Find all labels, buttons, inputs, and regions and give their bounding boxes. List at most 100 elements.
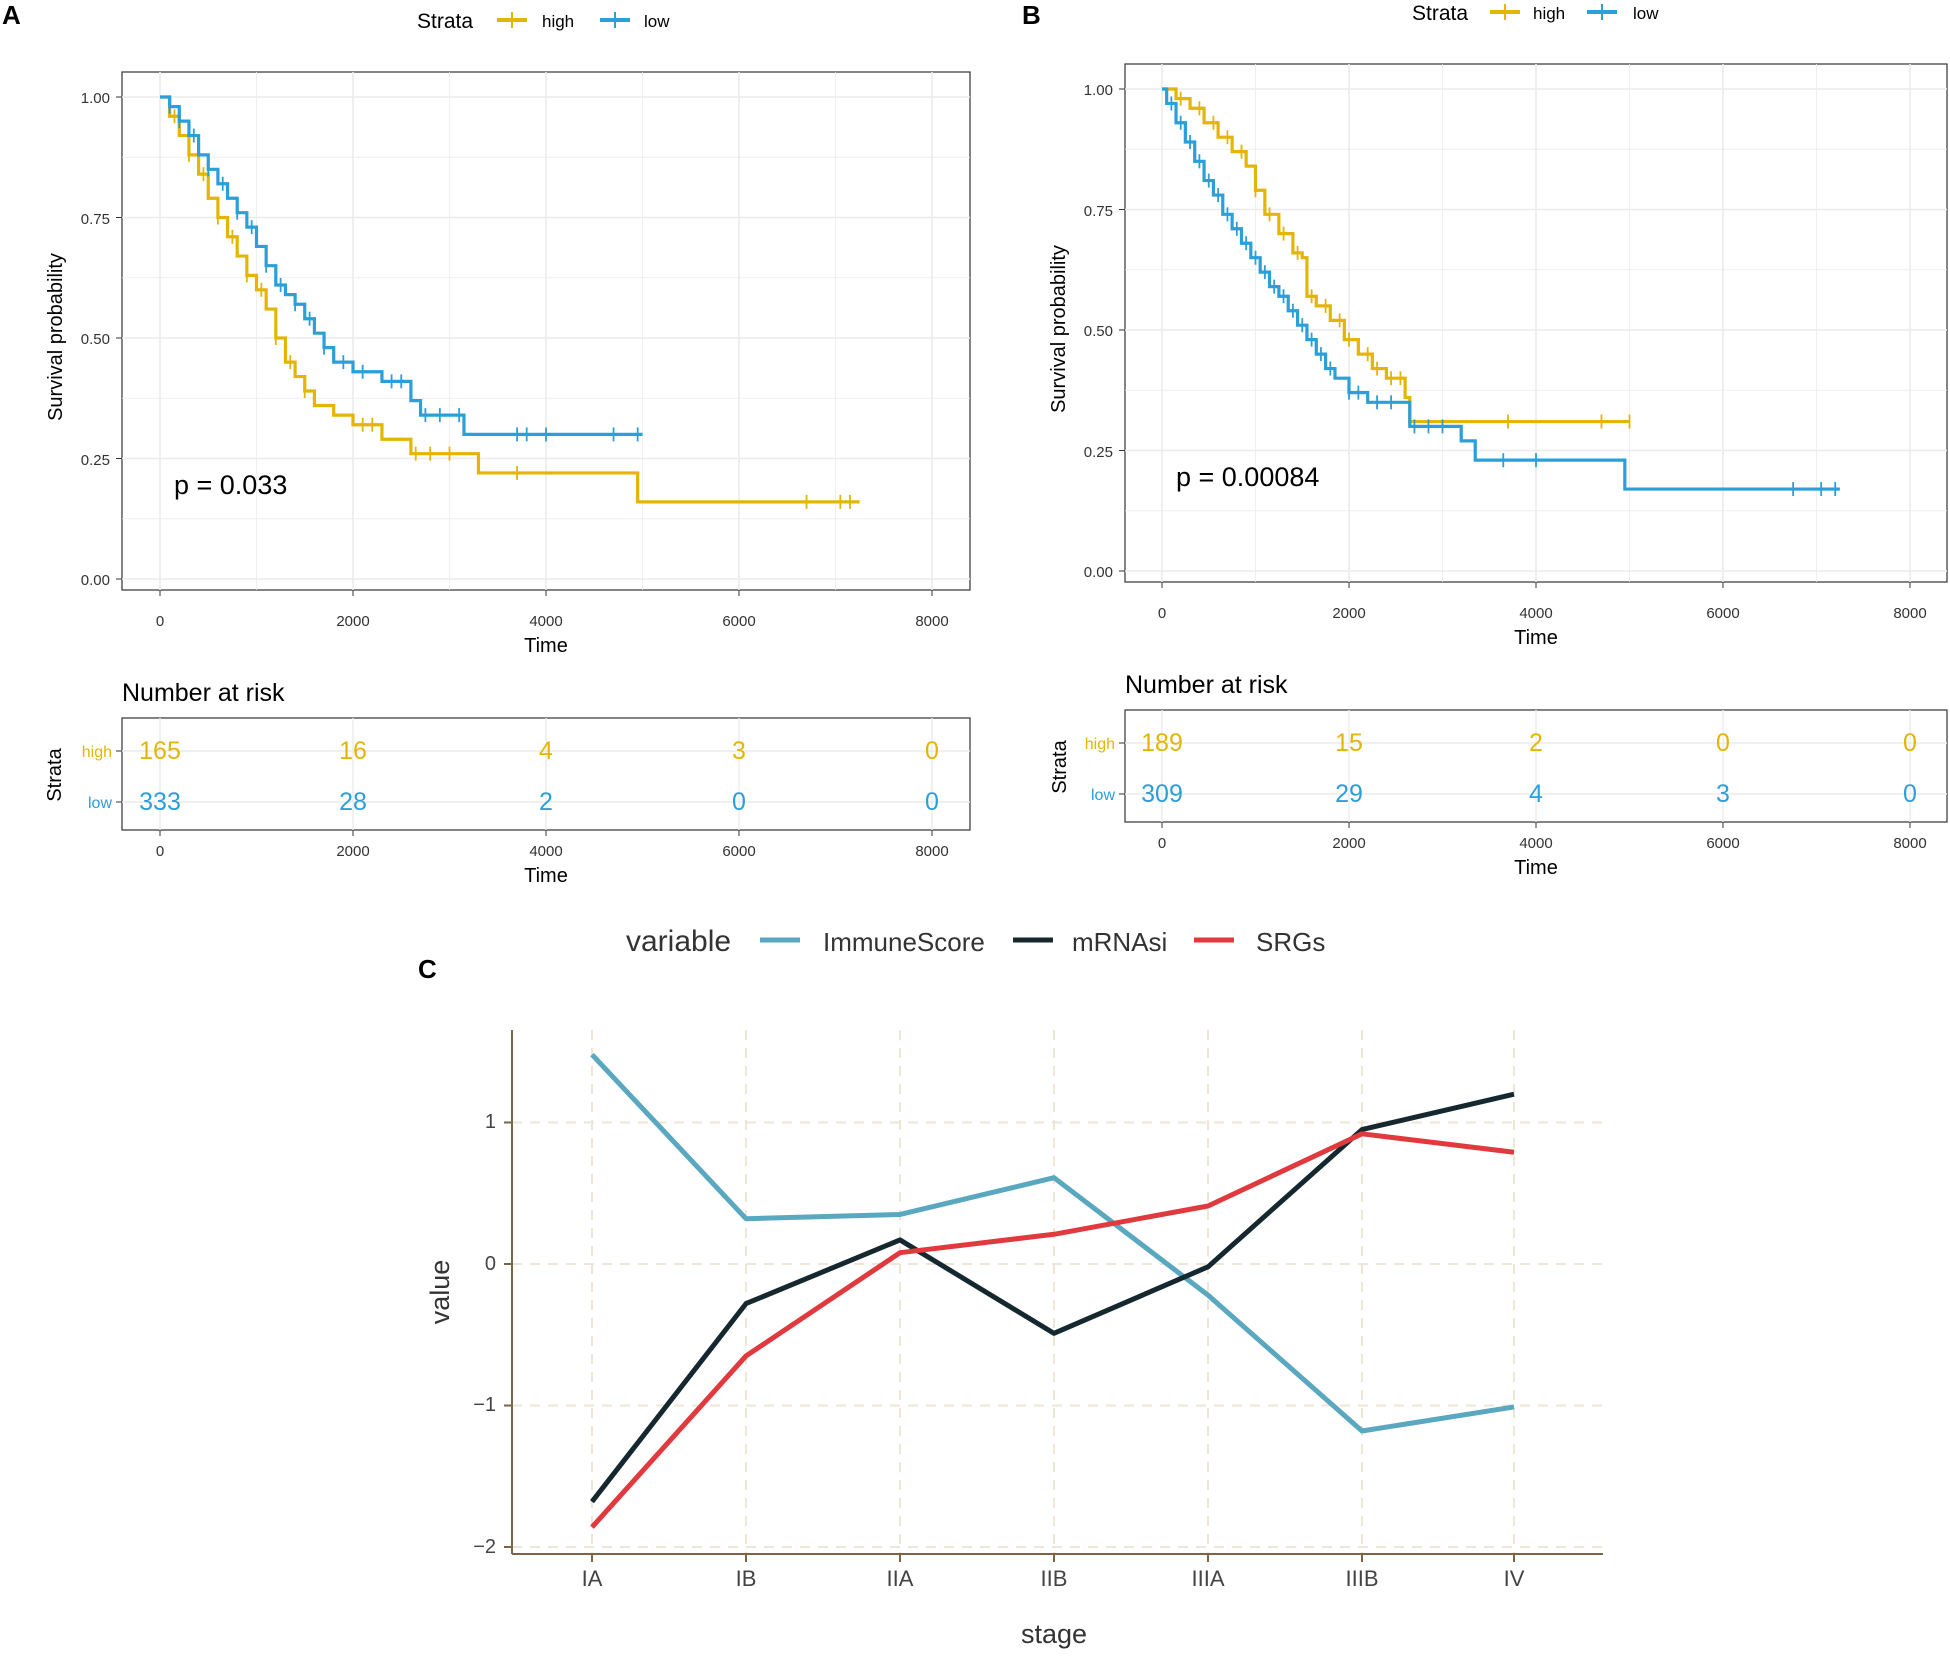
risk-x-tick-a-0: 0 bbox=[156, 843, 164, 860]
series-line-srgs bbox=[590, 1131, 1515, 1529]
x-tick-c-3: IIB bbox=[1041, 1566, 1068, 1591]
risk-b-low-3: 3 bbox=[1716, 780, 1730, 808]
risk-x-tick-b-0: 0 bbox=[1158, 835, 1166, 852]
risk-b-low-4: 0 bbox=[1903, 780, 1917, 808]
x-label-a: Time bbox=[524, 635, 568, 657]
y-tick-c-2: 0 bbox=[485, 1253, 496, 1275]
risk-x-axis-b: 0 2000 4000 6000 8000 bbox=[1158, 835, 1927, 852]
risk-a-high-2: 4 bbox=[539, 737, 553, 765]
risk-a-low-1: 28 bbox=[339, 788, 367, 816]
panel-b: Strata high low 0.00 0.25 0.50 0.75 1.00… bbox=[1048, 2, 1948, 879]
risk-values-b: 189 15 2 0 0 309 29 4 3 0 bbox=[1141, 729, 1917, 808]
x-label-c: stage bbox=[1021, 1619, 1087, 1649]
risk-a-high-0: 165 bbox=[139, 737, 181, 765]
y-tick-b-1: 0.25 bbox=[1084, 444, 1113, 461]
risk-a-high-3: 3 bbox=[732, 737, 746, 765]
lines-c bbox=[590, 1052, 1515, 1529]
legend-b-low-label: low bbox=[1633, 4, 1659, 23]
x-axis-b: 0 2000 4000 6000 8000 bbox=[1158, 605, 1927, 622]
y-tick-c-0: −2 bbox=[473, 1536, 496, 1558]
risk-x-tick-b-1: 2000 bbox=[1332, 835, 1365, 852]
risk-table-a-y-label: Strata bbox=[44, 747, 66, 801]
risk-table-b-y-label: Strata bbox=[1049, 739, 1071, 793]
x-tick-a-1: 2000 bbox=[336, 613, 369, 630]
risk-x-label-a: Time bbox=[524, 865, 568, 887]
risk-values-a: 165 16 4 3 0 333 28 2 0 0 bbox=[139, 737, 939, 816]
x-tick-b-1: 2000 bbox=[1332, 605, 1365, 622]
legend-c-mrnasi-label: mRNAsi bbox=[1072, 927, 1167, 957]
legend-c-srgs-label: SRGs bbox=[1256, 927, 1325, 957]
risk-x-label-b: Time bbox=[1514, 857, 1558, 879]
risk-table-b-row-high-label: high bbox=[1085, 736, 1115, 753]
legend-a-low-label: low bbox=[644, 12, 670, 31]
x-axis-c: IA IB IIA IIB IIIA IIIB IV bbox=[582, 1566, 1525, 1591]
risk-x-tick-a-3: 6000 bbox=[722, 843, 755, 860]
panel-a: Strata high low 0.00 0.25 0.50 0.75 1.00… bbox=[44, 10, 971, 887]
risk-table-b-title: Number at risk bbox=[1125, 671, 1288, 699]
risk-x-tick-a-4: 8000 bbox=[915, 843, 948, 860]
x-tick-a-3: 6000 bbox=[722, 613, 755, 630]
legend-a: Strata high low bbox=[417, 10, 670, 33]
km-curve-low bbox=[160, 95, 643, 436]
curves-b bbox=[1162, 87, 1840, 497]
legend-c-title: variable bbox=[626, 925, 731, 958]
y-axis-b: 0.00 0.25 0.50 0.75 1.00 bbox=[1084, 82, 1113, 581]
y-tick-a-4: 1.00 bbox=[81, 90, 110, 107]
risk-grid-b bbox=[1119, 710, 1947, 828]
y-tick-a-1: 0.25 bbox=[81, 452, 110, 469]
y-label-c: value bbox=[425, 1260, 455, 1325]
km-curve-high bbox=[160, 95, 860, 504]
x-tick-c-5: IIIB bbox=[1345, 1566, 1378, 1591]
risk-table-a-row-high-label: high bbox=[82, 744, 112, 761]
y-tick-b-0: 0.00 bbox=[1084, 564, 1113, 581]
risk-table-a-title: Number at risk bbox=[122, 679, 285, 707]
risk-b-high-4: 0 bbox=[1903, 729, 1917, 757]
x-tick-b-2: 4000 bbox=[1519, 605, 1552, 622]
x-label-b: Time bbox=[1514, 627, 1558, 649]
x-tick-a-2: 4000 bbox=[529, 613, 562, 630]
x-tick-c-4: IIIA bbox=[1191, 1566, 1224, 1591]
x-tick-c-6: IV bbox=[1504, 1566, 1525, 1591]
y-tick-b-3: 0.75 bbox=[1084, 203, 1113, 220]
x-tick-a-4: 8000 bbox=[915, 613, 948, 630]
panel-label-b: B bbox=[1022, 0, 1041, 30]
grid-b bbox=[1119, 64, 1947, 588]
risk-a-high-1: 16 bbox=[339, 737, 367, 765]
legend-b: Strata high low bbox=[1412, 2, 1659, 25]
y-tick-a-3: 0.75 bbox=[81, 211, 110, 228]
y-tick-c-3: 1 bbox=[485, 1111, 496, 1133]
curves-a bbox=[160, 95, 860, 509]
legend-b-high-label: high bbox=[1533, 4, 1565, 23]
grid-a bbox=[116, 72, 970, 596]
risk-a-high-4: 0 bbox=[925, 737, 939, 765]
risk-x-axis-a: 0 2000 4000 6000 8000 bbox=[156, 843, 949, 860]
legend-a-high-label: high bbox=[542, 12, 574, 31]
x-tick-c-0: IA bbox=[582, 1566, 603, 1591]
legend-b-title: Strata bbox=[1412, 2, 1468, 25]
risk-b-high-0: 189 bbox=[1141, 729, 1183, 757]
legend-a-title: Strata bbox=[417, 10, 473, 33]
risk-b-low-1: 29 bbox=[1335, 780, 1363, 808]
x-axis-a: 0 2000 4000 6000 8000 bbox=[156, 613, 949, 630]
y-label-a: Survival probability bbox=[45, 253, 67, 421]
x-tick-b-0: 0 bbox=[1158, 605, 1166, 622]
risk-grid-a bbox=[116, 718, 970, 836]
risk-b-low-0: 309 bbox=[1141, 780, 1183, 808]
y-label-b: Survival probability bbox=[1048, 245, 1070, 413]
x-tick-a-0: 0 bbox=[156, 613, 164, 630]
y-axis-a: 0.00 0.25 0.50 0.75 1.00 bbox=[81, 90, 110, 589]
risk-x-tick-a-1: 2000 bbox=[336, 843, 369, 860]
risk-b-low-2: 4 bbox=[1529, 780, 1543, 808]
panel-label-a: A bbox=[2, 0, 21, 30]
y-axis-c: −2 −1 0 1 bbox=[473, 1111, 496, 1558]
risk-a-low-4: 0 bbox=[925, 788, 939, 816]
risk-x-tick-b-3: 6000 bbox=[1706, 835, 1739, 852]
x-tick-b-4: 8000 bbox=[1893, 605, 1926, 622]
risk-x-tick-b-4: 8000 bbox=[1893, 835, 1926, 852]
series-line-mrnasi bbox=[590, 1091, 1515, 1504]
y-tick-b-2: 0.50 bbox=[1084, 323, 1113, 340]
legend-c-immunescore-label: ImmuneScore bbox=[823, 927, 985, 957]
series-line-immunescore bbox=[590, 1052, 1515, 1434]
panel-c: variable ImmuneScore mRNAsi SRGs −2 −1 0… bbox=[425, 925, 1603, 1649]
